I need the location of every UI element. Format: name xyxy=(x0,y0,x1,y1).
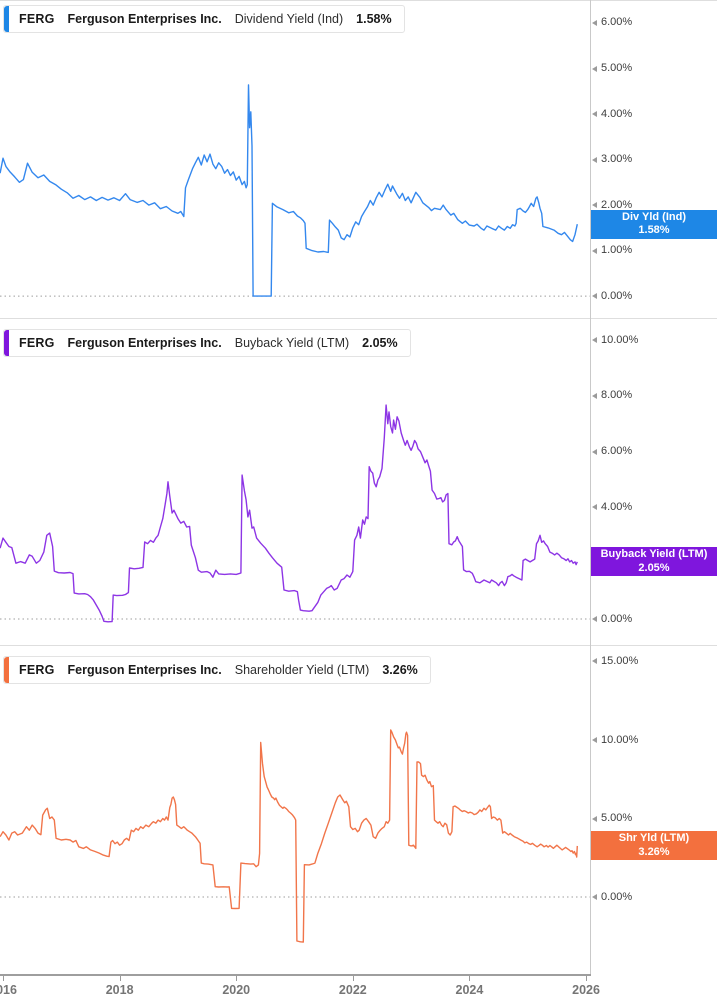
dividend-yield-line-chart[interactable] xyxy=(0,0,591,318)
y-axis-tick-label: 5.00% xyxy=(601,62,633,75)
legend-ticker: FERG xyxy=(19,12,55,26)
badge-label: Div Yld (Ind) xyxy=(622,210,686,223)
y-axis-tick-label: 0.00% xyxy=(601,890,633,903)
legend-ticker: FERG xyxy=(19,336,55,350)
last-value-badge-buyback-yield: Buyback Yield (LTM) 2.05% xyxy=(591,547,717,577)
legend-metric: Shareholder Yield (LTM) xyxy=(234,663,370,677)
y-axis-tick-label: 4.00% xyxy=(601,107,633,120)
series-line xyxy=(0,729,578,943)
panel-top-border xyxy=(0,0,717,1)
legend-company: Ferguson Enterprises Inc. xyxy=(67,12,222,26)
y-axis-tick-label: 1.00% xyxy=(601,244,633,257)
y-axis-tick-label: 6.00% xyxy=(601,16,633,29)
panel-dividend-yield: FERG Ferguson Enterprises Inc. Dividend … xyxy=(0,0,717,318)
y-axis-tick-arrow xyxy=(592,337,597,344)
y-axis-tick-label: 4.00% xyxy=(601,500,633,513)
y-axis-tick-label: 10.00% xyxy=(601,733,639,746)
legend-metric: Buyback Yield (LTM) xyxy=(234,336,350,350)
y-axis-tick-label: 10.00% xyxy=(601,333,639,346)
y-axis-tick-arrow xyxy=(592,247,597,254)
x-axis-tick-label: 2016 xyxy=(0,983,17,997)
y-axis-tick-label: 8.00% xyxy=(601,389,633,402)
legend-value: 1.58% xyxy=(356,12,392,26)
x-axis-tick-label: 2020 xyxy=(222,983,251,997)
y-axis-tick-arrow xyxy=(592,392,597,399)
badge-value: 3.26% xyxy=(638,845,670,858)
y-axis-tick-label: 2.00% xyxy=(601,198,633,211)
x-axis-tick-mark xyxy=(236,976,238,981)
panel-separator xyxy=(0,645,717,646)
series-line xyxy=(0,84,578,297)
panel-shareholder-yield: FERG Ferguson Enterprises Inc. Sharehold… xyxy=(0,645,717,974)
x-axis-tick-label: 2018 xyxy=(105,983,134,997)
x-axis-tick-mark xyxy=(119,976,121,981)
last-value-badge-dividend-yield: Div Yld (Ind) 1.58% xyxy=(591,209,717,239)
y-axis-tick-arrow xyxy=(592,293,597,300)
legend-shareholder-yield[interactable]: FERG Ferguson Enterprises Inc. Sharehold… xyxy=(3,656,431,684)
y-axis-tick-arrow xyxy=(592,658,597,665)
badge-label: Buyback Yield (LTM) xyxy=(600,548,708,561)
y-axis-tick-arrow xyxy=(592,65,597,72)
shareholder-yield-line-chart[interactable] xyxy=(0,645,591,974)
y-axis-tick-arrow xyxy=(592,448,597,455)
y-axis-tick-arrow xyxy=(592,815,597,822)
legend-accent-bar xyxy=(4,657,9,683)
legend-value: 3.26% xyxy=(382,663,418,677)
y-axis-tick-label: 6.00% xyxy=(601,445,633,458)
legend-value: 2.05% xyxy=(362,336,398,350)
badge-label: Shr Yld (LTM) xyxy=(618,832,690,845)
legend-metric: Dividend Yield (Ind) xyxy=(234,12,344,26)
legend-accent-bar xyxy=(4,6,9,32)
panel-separator xyxy=(0,318,717,319)
y-axis-tick-label: 5.00% xyxy=(601,812,633,825)
y-axis-tick-label: 3.00% xyxy=(601,153,633,166)
buyback-yield-line-chart[interactable] xyxy=(0,318,591,645)
y-axis-tick-label: 0.00% xyxy=(601,612,633,625)
right-axis-line xyxy=(590,0,591,974)
y-axis-tick-arrow xyxy=(592,504,597,511)
y-axis-tick-arrow xyxy=(592,616,597,623)
x-axis-tick-mark xyxy=(469,976,471,981)
series-line xyxy=(0,404,578,623)
badge-value: 2.05% xyxy=(638,561,670,574)
legend-company: Ferguson Enterprises Inc. xyxy=(67,663,222,677)
y-axis-tick-label: 15.00% xyxy=(601,654,639,667)
x-axis-tick-mark xyxy=(352,976,354,981)
legend-ticker: FERG xyxy=(19,663,55,677)
y-axis-tick-arrow xyxy=(592,202,597,209)
legend-buyback-yield[interactable]: FERG Ferguson Enterprises Inc. Buyback Y… xyxy=(3,329,411,357)
x-axis-tick-label: 2026 xyxy=(572,983,600,997)
time-axis[interactable]: 2016 2018 2020 2022 2024 2026 xyxy=(0,974,717,1005)
panel-buyback-yield: FERG Ferguson Enterprises Inc. Buyback Y… xyxy=(0,318,717,645)
y-axis-tick-arrow xyxy=(592,737,597,743)
legend-accent-bar xyxy=(4,330,9,356)
last-value-badge-shareholder-yield: Shr Yld (LTM) 3.26% xyxy=(591,831,717,861)
y-axis-tick-arrow xyxy=(592,111,597,118)
legend-dividend-yield[interactable]: FERG Ferguson Enterprises Inc. Dividend … xyxy=(3,5,405,33)
x-axis-tick-label: 2022 xyxy=(338,983,367,997)
y-axis-tick-arrow xyxy=(592,156,597,163)
x-axis-tick-mark xyxy=(3,976,5,981)
badge-value: 1.58% xyxy=(638,224,670,237)
y-axis-tick-arrow xyxy=(592,19,597,26)
legend-company: Ferguson Enterprises Inc. xyxy=(67,336,222,350)
time-axis-line xyxy=(0,974,591,976)
x-axis-tick-label: 2024 xyxy=(455,983,484,997)
y-axis-tick-label: 0.00% xyxy=(601,289,633,302)
x-axis-tick-mark xyxy=(586,976,588,981)
y-axis-tick-arrow xyxy=(592,894,597,901)
